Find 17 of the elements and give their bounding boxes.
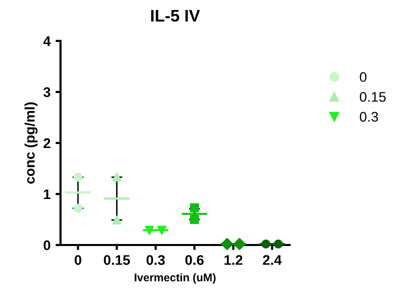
x-tick-label: 0.15 <box>104 255 130 265</box>
legend-label: 0.15 <box>360 92 386 102</box>
x-tick-label: 1.2 <box>224 255 242 265</box>
y-tick-label: 1 <box>44 189 50 200</box>
x-axis-title: Ivermectin (uM) <box>134 273 216 284</box>
y-axis-title: conc (pg/ml) <box>24 102 38 184</box>
legend-label: 0 <box>360 72 366 82</box>
y-tick-label: 4 <box>43 36 51 46</box>
x-tick-label: 0.3 <box>146 255 165 265</box>
y-tick-label: 0 <box>44 240 50 250</box>
legend-label: 0.3 <box>360 112 378 122</box>
y-tick-label: 2 <box>44 138 50 148</box>
x-tick-label: 2.4 <box>262 255 282 265</box>
x-tick-label: 0.6 <box>185 255 204 265</box>
y-tick-label: 3 <box>43 87 50 98</box>
chart-title: IL-5 IV <box>151 10 200 22</box>
x-tick-label: 0 <box>74 255 82 265</box>
